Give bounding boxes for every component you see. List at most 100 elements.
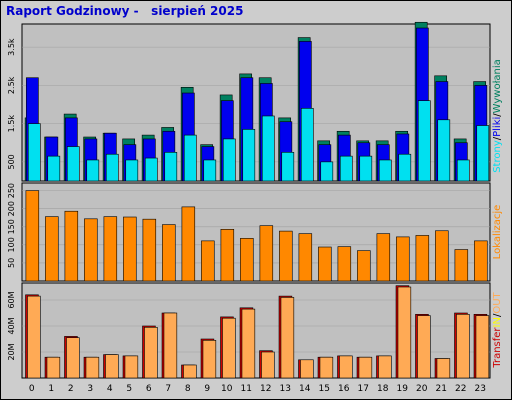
bar-out [27, 295, 41, 379]
x-tick-label: 4 [107, 384, 113, 394]
x-tick-label: 14 [299, 384, 311, 394]
bar-lokalizacje [25, 190, 40, 282]
bar-out [280, 297, 295, 379]
bar-lokalizacje [337, 246, 352, 282]
x-tick-label: 21 [436, 384, 447, 394]
panel-middle [21, 182, 491, 282]
y-tick-label: 500 [7, 154, 16, 169]
bar-lokalizacje [201, 240, 215, 282]
bar-lokalizacje [376, 233, 391, 282]
bar-pliki [398, 153, 412, 182]
ylabel-transfer: TransferIN/OUT [492, 291, 503, 368]
x-tick-label: 2 [68, 384, 74, 394]
bar-pliki [359, 155, 373, 182]
bar-lokalizacje [162, 224, 176, 282]
x-tick-label: 6 [146, 384, 152, 394]
bar-out [202, 339, 217, 379]
x-tick-label: 18 [377, 384, 389, 394]
x-tick-label: 20 [416, 384, 428, 394]
bar-out [261, 351, 275, 379]
bar-lokalizacje [84, 218, 98, 282]
bar-out [144, 326, 158, 379]
x-tick-label: 12 [260, 384, 271, 394]
bar-out [163, 312, 178, 379]
bar-pliki [66, 146, 80, 182]
bar-out [105, 354, 119, 379]
bar-lokalizacje [454, 249, 469, 282]
x-tick-label: 1 [48, 384, 54, 394]
x-tick-label: 10 [221, 384, 233, 394]
bar-pliki [27, 123, 41, 182]
x-tick-label: 5 [126, 384, 132, 394]
bar-pliki [86, 159, 100, 182]
bar-lokalizacje [64, 210, 79, 282]
y-tick-label: 200 [7, 201, 16, 216]
bar-pliki [378, 159, 392, 182]
bar-out [436, 358, 451, 379]
bar-pliki [300, 108, 314, 182]
bar-lokalizacje [318, 246, 332, 282]
panel-bottom [21, 282, 491, 379]
bar-pliki [105, 153, 119, 182]
ylabel-strony-pliki-wywolania: Strony/Pliki/Wywołania [492, 59, 503, 173]
x-tick-label: 15 [319, 384, 330, 394]
bar-pliki [222, 138, 236, 182]
bar-lokalizacje [396, 236, 410, 282]
bar-lokalizacje [279, 230, 293, 282]
bar-out [475, 315, 490, 379]
bar-lokalizacje [103, 216, 118, 282]
x-tick-label: 0 [29, 384, 35, 394]
x-tick-label: 8 [185, 384, 191, 394]
bar-lokalizacje [123, 216, 137, 282]
bar-pliki [47, 155, 61, 182]
y-tick-label: 20M [7, 343, 16, 360]
x-tick-label: 22 [455, 384, 466, 394]
bar-lokalizacje [298, 233, 313, 282]
x-tick-label: 3 [87, 384, 93, 394]
bar-lokalizacje [474, 240, 488, 282]
bar-lokalizacje [45, 216, 59, 282]
bar-pliki [144, 157, 158, 182]
bar-pliki [261, 115, 275, 182]
y-tick-label: 100 [7, 237, 16, 252]
y-tick-label: 150 [7, 219, 16, 234]
bar-out [378, 355, 392, 379]
bar-pliki [476, 125, 490, 182]
bar-lokalizacje [259, 225, 274, 282]
y-tick-label: 60M [7, 291, 16, 308]
bar-out [46, 356, 61, 379]
bar-pliki [437, 119, 451, 182]
bar-lokalizacje [435, 230, 449, 282]
bar-out [222, 317, 236, 379]
bar-pliki [417, 100, 431, 182]
bar-out [319, 356, 334, 379]
bar-pliki [183, 134, 197, 182]
x-tick-label: 19 [397, 384, 409, 394]
y-tick-label: 250 [7, 183, 16, 198]
bar-out [358, 356, 373, 379]
y-tick-label: 2.5k [7, 76, 16, 94]
x-tick-label: 7 [165, 384, 171, 394]
ylabel-lokalizacje: Lokalizacje [492, 205, 503, 260]
bar-lokalizacje [220, 229, 235, 282]
bar-pliki [125, 159, 139, 182]
x-tick-label: 13 [280, 384, 291, 394]
y-tick-label: 40M [7, 317, 16, 334]
y-tick-label: 3.5k [7, 38, 16, 56]
bar-pliki [339, 155, 353, 182]
bar-pliki [164, 152, 178, 182]
x-tick-label: 17 [358, 384, 369, 394]
bar-pliki [242, 129, 256, 182]
bar-out [456, 313, 470, 379]
bar-out [300, 359, 314, 379]
page-title: Raport Godzinowy - sierpień 2025 [6, 4, 244, 18]
bar-out [66, 337, 80, 379]
bar-out [241, 308, 256, 379]
bar-lokalizacje [240, 238, 254, 282]
bar-pliki [320, 161, 334, 182]
bar-pliki [203, 159, 217, 182]
x-tick-label: 9 [204, 384, 210, 394]
x-tick-label: 23 [475, 384, 486, 394]
y-tick-label: 50 [7, 258, 16, 268]
y-tick-label: 1.5k [7, 115, 16, 133]
